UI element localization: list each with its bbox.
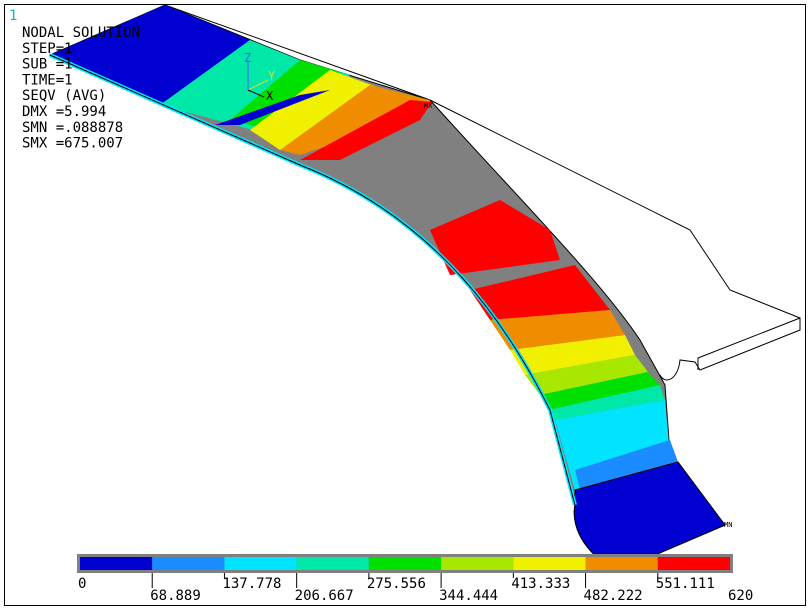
- legend-label: 0: [78, 576, 86, 592]
- info-line: TIME=1: [22, 72, 73, 88]
- info-line: NODAL SOLUTION: [22, 25, 140, 41]
- info-line: SEQV (AVG): [22, 88, 106, 104]
- info-line: DMX =5.994: [22, 104, 106, 120]
- min-marker: MN: [724, 521, 732, 529]
- triad-x-axis: [247, 89, 265, 98]
- triad-y-axis: [247, 79, 269, 91]
- legend-label: 413.333: [511, 576, 570, 592]
- legend-label: 344.444: [439, 588, 498, 604]
- window-number: 1: [9, 8, 17, 24]
- legend-label: 482.222: [584, 588, 643, 604]
- legend-swatch: [441, 557, 514, 570]
- triad-z-label: Z: [244, 51, 251, 65]
- legend-swatch: [513, 557, 586, 570]
- legend-swatch: [296, 557, 369, 570]
- info-line: SMN =.088878: [22, 120, 123, 136]
- legend-swatch: [585, 557, 658, 570]
- legend-swatch: [368, 557, 442, 570]
- legend-label: 275.556: [367, 576, 426, 592]
- legend-swatch: [80, 557, 153, 570]
- legend-swatch: [657, 557, 730, 570]
- legend-label: 206.667: [295, 588, 354, 604]
- legend-label: 551.111: [656, 576, 715, 592]
- legend-swatch: [224, 557, 297, 570]
- info-line: SUB =1: [22, 57, 73, 73]
- triad-y-label: Y: [268, 69, 276, 83]
- frame: [4, 4, 806, 606]
- max-marker: MX: [424, 102, 433, 110]
- legend-label: 620: [728, 588, 753, 604]
- legend-swatch: [152, 557, 225, 570]
- deformed-model: [48, 4, 726, 571]
- triad: Z Y X: [244, 51, 276, 103]
- info-line: STEP=1: [22, 41, 73, 57]
- info-line: SMX =675.007: [22, 136, 123, 152]
- legend: 0 68.889 137.778 206.667 275.556 344.444 413.3…: [77, 554, 753, 604]
- legend-label: 137.778: [222, 576, 281, 592]
- legend-label: 68.889: [150, 588, 201, 604]
- triad-x-label: X: [266, 89, 274, 103]
